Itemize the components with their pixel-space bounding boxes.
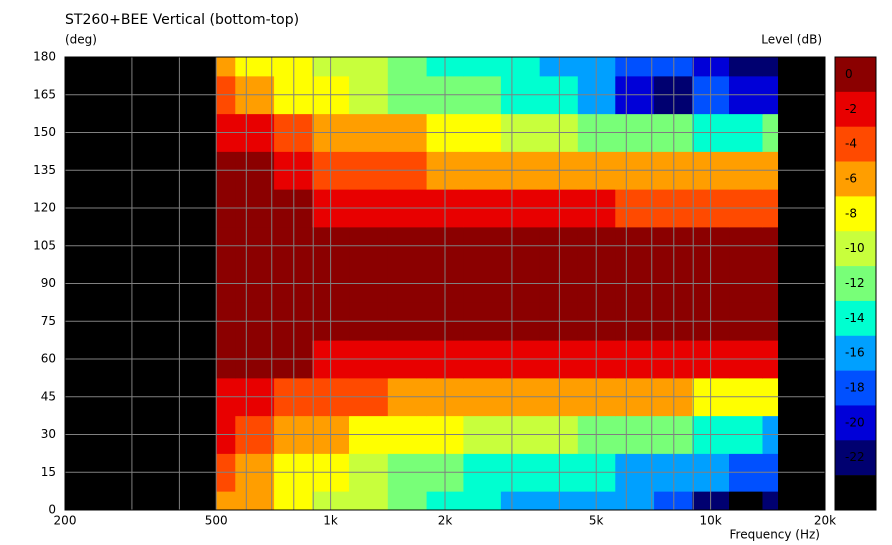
- heat-cell: [387, 491, 428, 511]
- x-tick-label: 10k: [699, 514, 721, 528]
- x-tick-label: 2k: [438, 514, 453, 528]
- colorbar-band: [835, 370, 876, 406]
- colorbar-band: [835, 126, 876, 162]
- colorbar-band: [835, 475, 876, 511]
- colorbar-label: -10: [845, 241, 865, 255]
- heat-cell: [762, 491, 779, 511]
- heat-cell: [349, 491, 389, 511]
- x-axis-label: Frequency (Hz): [730, 528, 821, 542]
- y-axis-label: (deg): [65, 33, 97, 47]
- colorbar-band: [835, 405, 876, 441]
- heat-cell: [615, 491, 655, 511]
- y-tick-label: 60: [41, 352, 56, 366]
- heat-cell: [463, 57, 502, 77]
- colorbar-band: [835, 440, 876, 476]
- y-tick-label: 150: [33, 125, 56, 139]
- heat-cell: [235, 491, 275, 511]
- x-tick-label: 200: [54, 514, 77, 528]
- heat-cell: [577, 491, 616, 511]
- y-tick-label: 90: [41, 276, 56, 290]
- y-tick-label: 30: [41, 427, 56, 441]
- heat-cell: [349, 57, 389, 77]
- colorbar-label: -4: [845, 137, 857, 151]
- heat-cell: [729, 57, 763, 77]
- colorbar-label: -8: [845, 206, 857, 220]
- heat-cell: [216, 491, 236, 511]
- colorbar-label: -16: [845, 346, 865, 360]
- x-tick-label: 500: [205, 514, 228, 528]
- y-tick-label: 180: [33, 50, 56, 64]
- heat-cell: [615, 57, 655, 77]
- y-tick-label: 165: [33, 87, 56, 101]
- colorbar-label: -14: [845, 311, 865, 325]
- y-tick-label: 120: [33, 201, 56, 215]
- heat-cell: [216, 57, 236, 77]
- colorbar-label: -12: [845, 276, 865, 290]
- colorbar-band: [835, 335, 876, 371]
- plot-frame: [64, 56, 826, 511]
- heat-cell: [463, 491, 502, 511]
- x-tick-label: 5k: [589, 514, 604, 528]
- y-tick-label: 15: [41, 465, 56, 479]
- colorbar-band: [835, 266, 876, 302]
- y-tick-label: 105: [33, 238, 56, 252]
- colorbar-label: Level (dB): [761, 33, 822, 47]
- colorbar-band: [835, 91, 876, 127]
- heat-cell: [500, 57, 541, 77]
- colorbar-band: [835, 231, 876, 267]
- colorbar-label: -18: [845, 381, 865, 395]
- y-tick-label: 45: [41, 389, 56, 403]
- colorbar-label: -22: [845, 450, 865, 464]
- heat-cell: [762, 57, 779, 77]
- colorbar-band: [835, 57, 876, 93]
- colorbar-band: [835, 161, 876, 197]
- heat-cell: [235, 57, 275, 77]
- x-tick-label: 1k: [323, 514, 338, 528]
- y-tick-label: 75: [41, 314, 56, 328]
- heat-cell: [729, 491, 763, 511]
- colorbar-label: -20: [845, 415, 865, 429]
- chart-title: ST260+BEE Vertical (bottom-top): [65, 12, 299, 28]
- x-tick-label: 20k: [814, 514, 836, 528]
- colorbar-label: 0: [845, 67, 853, 81]
- heat-cell: [577, 57, 616, 77]
- colorbar-label: -24: [845, 485, 865, 499]
- heat-cell: [387, 57, 428, 77]
- colorbar-band: [835, 196, 876, 232]
- colorbar-band: [835, 300, 876, 337]
- colorbar-label: -6: [845, 171, 857, 185]
- y-tick-label: 0: [48, 503, 56, 517]
- heat-cell: [500, 491, 541, 511]
- colorbar-label: -2: [845, 102, 857, 116]
- colorbar-frame: [834, 56, 877, 511]
- y-tick-label: 135: [33, 163, 56, 177]
